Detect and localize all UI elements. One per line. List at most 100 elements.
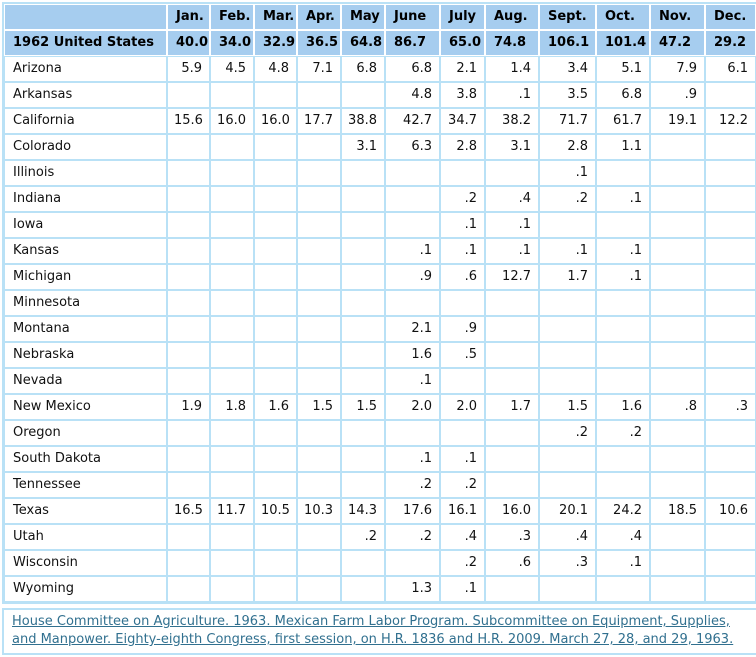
data-cell [650,472,705,498]
month-header-dec: Dec. [705,4,756,30]
data-cell: 4.8 [254,56,297,82]
data-cell [596,316,650,342]
data-cell: .5 [440,342,485,368]
data-cell [705,368,756,394]
state-name-cell: Wyoming [4,576,167,602]
state-name-cell: Michigan [4,264,167,290]
data-cell: .3 [485,524,539,550]
data-cell: 1.5 [539,394,596,420]
data-cell [297,316,341,342]
data-cell [254,342,297,368]
summary-value-cell: 106.1 [539,30,596,56]
data-cell: 6.8 [341,56,385,82]
summary-value-cell: 29.2 [705,30,756,56]
month-header-oct: Oct. [596,4,650,30]
data-cell: .1 [385,238,440,264]
data-cell [539,290,596,316]
table-row: Wyoming 1.3.1 [4,576,756,602]
data-cell [596,160,650,186]
data-cell: 12.7 [485,264,539,290]
data-cell: 14.3 [341,498,385,524]
data-cell: 11.7 [210,498,254,524]
data-cell [596,290,650,316]
data-cell [650,316,705,342]
data-cell [539,212,596,238]
summary-value-cell: 36.5 [297,30,341,56]
data-cell [210,186,254,212]
table-row: Colorado 3.1 6.3 2.8 3.1 2.8 1.1 [4,134,756,160]
data-cell: 2.0 [385,394,440,420]
data-cell [385,550,440,576]
data-cell [167,316,210,342]
data-cell [705,160,756,186]
data-cell [297,472,341,498]
data-cell [254,368,297,394]
data-cell [705,238,756,264]
data-cell: 6.8 [596,82,650,108]
data-cell [210,290,254,316]
data-cell [254,160,297,186]
data-cell [341,186,385,212]
data-cell: 5.1 [596,56,650,82]
citation-link[interactable]: House Committee on Agriculture. 1963. Me… [12,614,734,647]
data-cell [341,342,385,368]
data-cell [341,212,385,238]
data-cell [254,82,297,108]
month-header-nov: Nov. [650,4,705,30]
state-name-cell: Arkansas [4,82,167,108]
state-name-cell: Nevada [4,368,167,394]
data-cell: 16.0 [254,108,297,134]
data-cell: 10.5 [254,498,297,524]
data-cell [341,290,385,316]
data-cell: .2 [596,420,650,446]
data-cell [254,264,297,290]
data-cell: 3.5 [539,82,596,108]
data-cell [650,524,705,550]
data-cell: 61.7 [596,108,650,134]
table-row: Kansas .1.1.1.1.1 [4,238,756,264]
data-cell: 38.2 [485,108,539,134]
data-cell: 6.3 [385,134,440,160]
data-cell [341,238,385,264]
summary-value-cell: 65.0 [440,30,485,56]
data-cell: .1 [485,212,539,238]
data-cell [705,186,756,212]
summary-row: 1962 United States 40.0 34.0 32.9 36.5 64.8 8… [4,30,756,56]
month-header-jan: Jan. [167,4,210,30]
data-cell [167,160,210,186]
state-name-cell: Texas [4,498,167,524]
data-cell [539,446,596,472]
data-cell [210,576,254,602]
data-cell [254,524,297,550]
data-cell: .2 [385,472,440,498]
data-cell [167,186,210,212]
data-cell [650,134,705,160]
data-cell [297,446,341,472]
table-row: Indiana .2.4.2.1 [4,186,756,212]
citation-footer: House Committee on Agriculture. 1963. Me… [2,608,756,655]
data-cell [254,238,297,264]
data-cell: .1 [596,186,650,212]
data-cell [705,420,756,446]
data-cell [254,290,297,316]
data-cell [254,134,297,160]
table-row: Nebraska 1.6.5 [4,342,756,368]
data-cell [167,134,210,160]
month-header-feb: Feb. [210,4,254,30]
data-cell: 6.1 [705,56,756,82]
data-cell: 10.3 [297,498,341,524]
data-cell [705,576,756,602]
data-cell [341,160,385,186]
data-cell [650,446,705,472]
data-cell [167,212,210,238]
data-cell [596,342,650,368]
data-cell [210,238,254,264]
data-cell: 1.9 [167,394,210,420]
data-cell [596,446,650,472]
data-cell [539,576,596,602]
summary-value-cell: 32.9 [254,30,297,56]
data-cell [650,264,705,290]
table-row: California 15.6 16.0 16.0 17.7 38.8 42.7 34.7 38… [4,108,756,134]
month-header-june: June [385,4,440,30]
data-cell: .6 [485,550,539,576]
